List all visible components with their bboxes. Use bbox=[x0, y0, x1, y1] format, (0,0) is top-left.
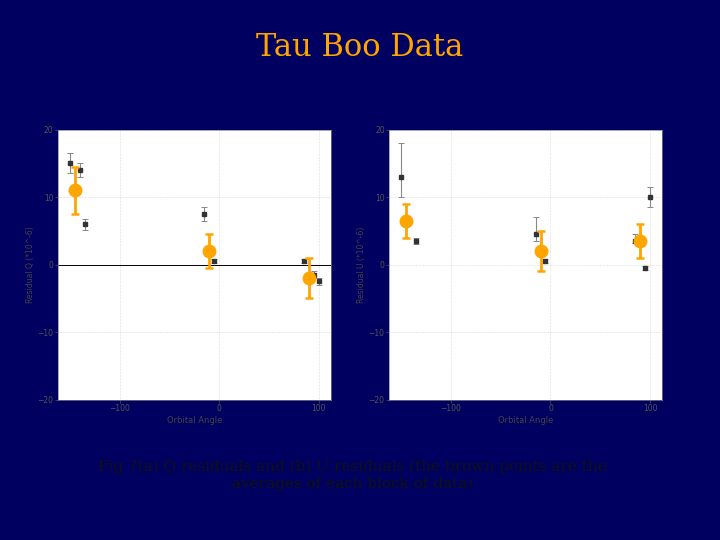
Text: Fig 7(a) Q residuals and (b) U residuals (the brown points are the
averages of e: Fig 7(a) Q residuals and (b) U residuals… bbox=[99, 460, 607, 491]
Text: Tau Boo Data: Tau Boo Data bbox=[256, 32, 464, 63]
Y-axis label: Residual Q (*10^-6): Residual Q (*10^-6) bbox=[26, 226, 35, 303]
X-axis label: Orbital Angle: Orbital Angle bbox=[167, 416, 222, 424]
Y-axis label: Residual U (*10^-6): Residual U (*10^-6) bbox=[357, 226, 366, 303]
X-axis label: Orbital Angle: Orbital Angle bbox=[498, 416, 553, 424]
